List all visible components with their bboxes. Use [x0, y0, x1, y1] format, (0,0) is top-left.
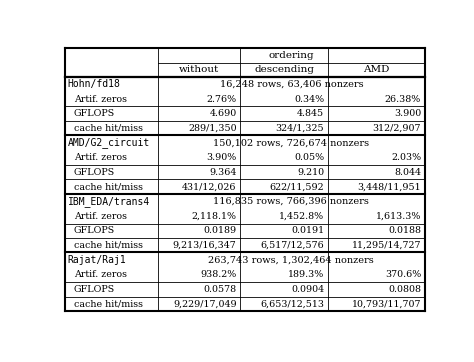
Text: 622/11,592: 622/11,592 — [270, 182, 324, 191]
Text: 11,295/14,727: 11,295/14,727 — [352, 241, 421, 250]
Text: without: without — [179, 66, 219, 75]
Text: GFLOPS: GFLOPS — [74, 109, 115, 118]
Text: 938.2%: 938.2% — [201, 270, 237, 279]
Text: 4.690: 4.690 — [209, 109, 237, 118]
Text: cache hit/miss: cache hit/miss — [74, 124, 143, 133]
Text: 9,213/16,347: 9,213/16,347 — [173, 241, 237, 250]
Text: 6,653/12,513: 6,653/12,513 — [260, 299, 324, 308]
Text: 0.0189: 0.0189 — [203, 226, 237, 235]
Text: Artif. zeros: Artif. zeros — [74, 95, 127, 104]
Text: 0.05%: 0.05% — [294, 153, 324, 162]
Text: cache hit/miss: cache hit/miss — [74, 182, 143, 191]
Text: 3.90%: 3.90% — [206, 153, 237, 162]
Text: 0.0188: 0.0188 — [388, 226, 421, 235]
Text: 324/1,325: 324/1,325 — [275, 124, 324, 133]
Text: Rajat/Raj1: Rajat/Raj1 — [68, 255, 127, 265]
Text: Hohn/fd18: Hohn/fd18 — [68, 79, 120, 89]
Text: 0.0578: 0.0578 — [203, 285, 237, 294]
Text: AMD/G2_circuit: AMD/G2_circuit — [68, 138, 150, 148]
Text: 370.6%: 370.6% — [385, 270, 421, 279]
Text: 6,517/12,576: 6,517/12,576 — [261, 241, 324, 250]
Text: 8.044: 8.044 — [394, 168, 421, 177]
Text: 16,248 rows, 63,406 nonzers: 16,248 rows, 63,406 nonzers — [219, 80, 363, 89]
Text: 10,793/11,707: 10,793/11,707 — [352, 299, 421, 308]
Text: 189.3%: 189.3% — [288, 270, 324, 279]
Text: Artif. zeros: Artif. zeros — [74, 270, 127, 279]
Text: 9,229/17,049: 9,229/17,049 — [173, 299, 237, 308]
Text: 431/12,026: 431/12,026 — [182, 182, 237, 191]
Text: 26.38%: 26.38% — [385, 95, 421, 104]
Text: Artif. zeros: Artif. zeros — [74, 212, 127, 221]
Text: 2.03%: 2.03% — [391, 153, 421, 162]
Text: 150,102 rows, 726,674 nonzers: 150,102 rows, 726,674 nonzers — [213, 138, 369, 147]
Text: 289/1,350: 289/1,350 — [188, 124, 237, 133]
Text: 4.845: 4.845 — [297, 109, 324, 118]
Text: 0.0808: 0.0808 — [388, 285, 421, 294]
Text: 2,118.1%: 2,118.1% — [191, 212, 237, 221]
Text: Artif. zeros: Artif. zeros — [74, 153, 127, 162]
Text: 0.0904: 0.0904 — [291, 285, 324, 294]
Text: 1,452.8%: 1,452.8% — [279, 212, 324, 221]
Text: ordering: ordering — [269, 51, 314, 60]
Text: IBM_EDA/trans4: IBM_EDA/trans4 — [68, 196, 150, 207]
Text: 9.364: 9.364 — [209, 168, 237, 177]
Text: 3,448/11,951: 3,448/11,951 — [357, 182, 421, 191]
Text: 9.210: 9.210 — [297, 168, 324, 177]
Text: 312/2,907: 312/2,907 — [373, 124, 421, 133]
Text: AMD: AMD — [363, 66, 390, 75]
Text: cache hit/miss: cache hit/miss — [74, 241, 143, 250]
Text: 1,613.3%: 1,613.3% — [376, 212, 421, 221]
Text: 3.900: 3.900 — [394, 109, 421, 118]
Text: GFLOPS: GFLOPS — [74, 168, 115, 177]
Text: 0.34%: 0.34% — [294, 95, 324, 104]
Text: descending: descending — [254, 66, 314, 75]
Text: GFLOPS: GFLOPS — [74, 285, 115, 294]
Text: 2.76%: 2.76% — [206, 95, 237, 104]
Text: 0.0191: 0.0191 — [291, 226, 324, 235]
Text: GFLOPS: GFLOPS — [74, 226, 115, 235]
Text: cache hit/miss: cache hit/miss — [74, 299, 143, 308]
Text: 263,743 rows, 1,302,464 nonzers: 263,743 rows, 1,302,464 nonzers — [209, 256, 374, 265]
Text: 116,835 rows, 766,396 nonzers: 116,835 rows, 766,396 nonzers — [213, 197, 369, 206]
